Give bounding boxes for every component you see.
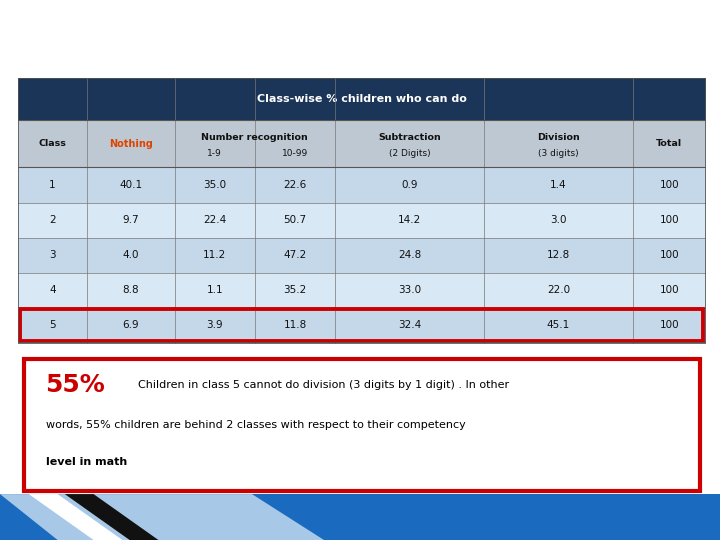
Text: 6.9: 6.9 xyxy=(122,320,139,330)
Text: 11.2: 11.2 xyxy=(203,250,226,260)
Text: Class-wise % children who can do: Class-wise % children who can do xyxy=(257,94,467,104)
Text: Subtraction: Subtraction xyxy=(378,132,441,141)
Text: 8.8: 8.8 xyxy=(122,285,139,295)
Text: Total: Total xyxy=(656,139,683,148)
Bar xyxy=(20,309,703,341)
Text: 0.9: 0.9 xyxy=(401,180,418,190)
Bar xyxy=(18,120,706,167)
Text: MATH: MATH xyxy=(302,23,418,57)
Text: Number recognition: Number recognition xyxy=(202,132,308,141)
Text: 100: 100 xyxy=(660,285,679,295)
Text: (3 digits): (3 digits) xyxy=(539,148,579,158)
Text: 14.2: 14.2 xyxy=(398,215,421,225)
Polygon shape xyxy=(29,494,122,540)
Text: 55%: 55% xyxy=(45,373,105,397)
Bar xyxy=(18,273,706,308)
Text: 47.2: 47.2 xyxy=(284,250,307,260)
Text: 1: 1 xyxy=(49,180,55,190)
Bar xyxy=(18,167,706,202)
Text: 1.4: 1.4 xyxy=(550,180,567,190)
Text: 45.1: 45.1 xyxy=(547,320,570,330)
Text: 50.7: 50.7 xyxy=(284,215,307,225)
Text: 32.4: 32.4 xyxy=(398,320,421,330)
Text: 2: 2 xyxy=(49,215,55,225)
Bar xyxy=(18,238,706,273)
Bar xyxy=(18,78,706,120)
Polygon shape xyxy=(0,494,324,540)
Text: 1-9: 1-9 xyxy=(207,148,222,158)
Text: Children in class 5 cannot do division (3 digits by 1 digit) . In other: Children in class 5 cannot do division (… xyxy=(138,380,510,390)
Text: 3.0: 3.0 xyxy=(550,215,567,225)
Text: 100: 100 xyxy=(660,180,679,190)
Text: 11.8: 11.8 xyxy=(284,320,307,330)
Text: words, 55% children are behind 2 classes with respect to their competency: words, 55% children are behind 2 classes… xyxy=(45,420,465,430)
Text: 33.0: 33.0 xyxy=(398,285,421,295)
Text: 22.4: 22.4 xyxy=(203,215,226,225)
Text: 100: 100 xyxy=(660,250,679,260)
Text: 9.7: 9.7 xyxy=(122,215,139,225)
Text: 5: 5 xyxy=(49,320,55,330)
Text: 1.1: 1.1 xyxy=(207,285,223,295)
Text: 35.2: 35.2 xyxy=(284,285,307,295)
Text: 24.8: 24.8 xyxy=(398,250,421,260)
Text: 4.0: 4.0 xyxy=(122,250,139,260)
Text: 12.8: 12.8 xyxy=(547,250,570,260)
Text: 22.0: 22.0 xyxy=(547,285,570,295)
Bar xyxy=(18,308,706,343)
Text: 100: 100 xyxy=(660,215,679,225)
Text: Nothing: Nothing xyxy=(109,139,153,149)
Text: 40.1: 40.1 xyxy=(119,180,143,190)
Text: Division: Division xyxy=(537,132,580,141)
Text: 35.0: 35.0 xyxy=(203,180,226,190)
Polygon shape xyxy=(65,494,158,540)
Text: 4: 4 xyxy=(49,285,55,295)
Text: (2 Digits): (2 Digits) xyxy=(389,148,431,158)
Text: 22.6: 22.6 xyxy=(284,180,307,190)
Text: 10-99: 10-99 xyxy=(282,148,308,158)
Text: 3.9: 3.9 xyxy=(207,320,223,330)
Bar xyxy=(18,202,706,238)
Text: 3: 3 xyxy=(49,250,55,260)
Text: Class: Class xyxy=(38,139,66,148)
Text: 100: 100 xyxy=(660,320,679,330)
Text: level in math: level in math xyxy=(45,457,127,468)
